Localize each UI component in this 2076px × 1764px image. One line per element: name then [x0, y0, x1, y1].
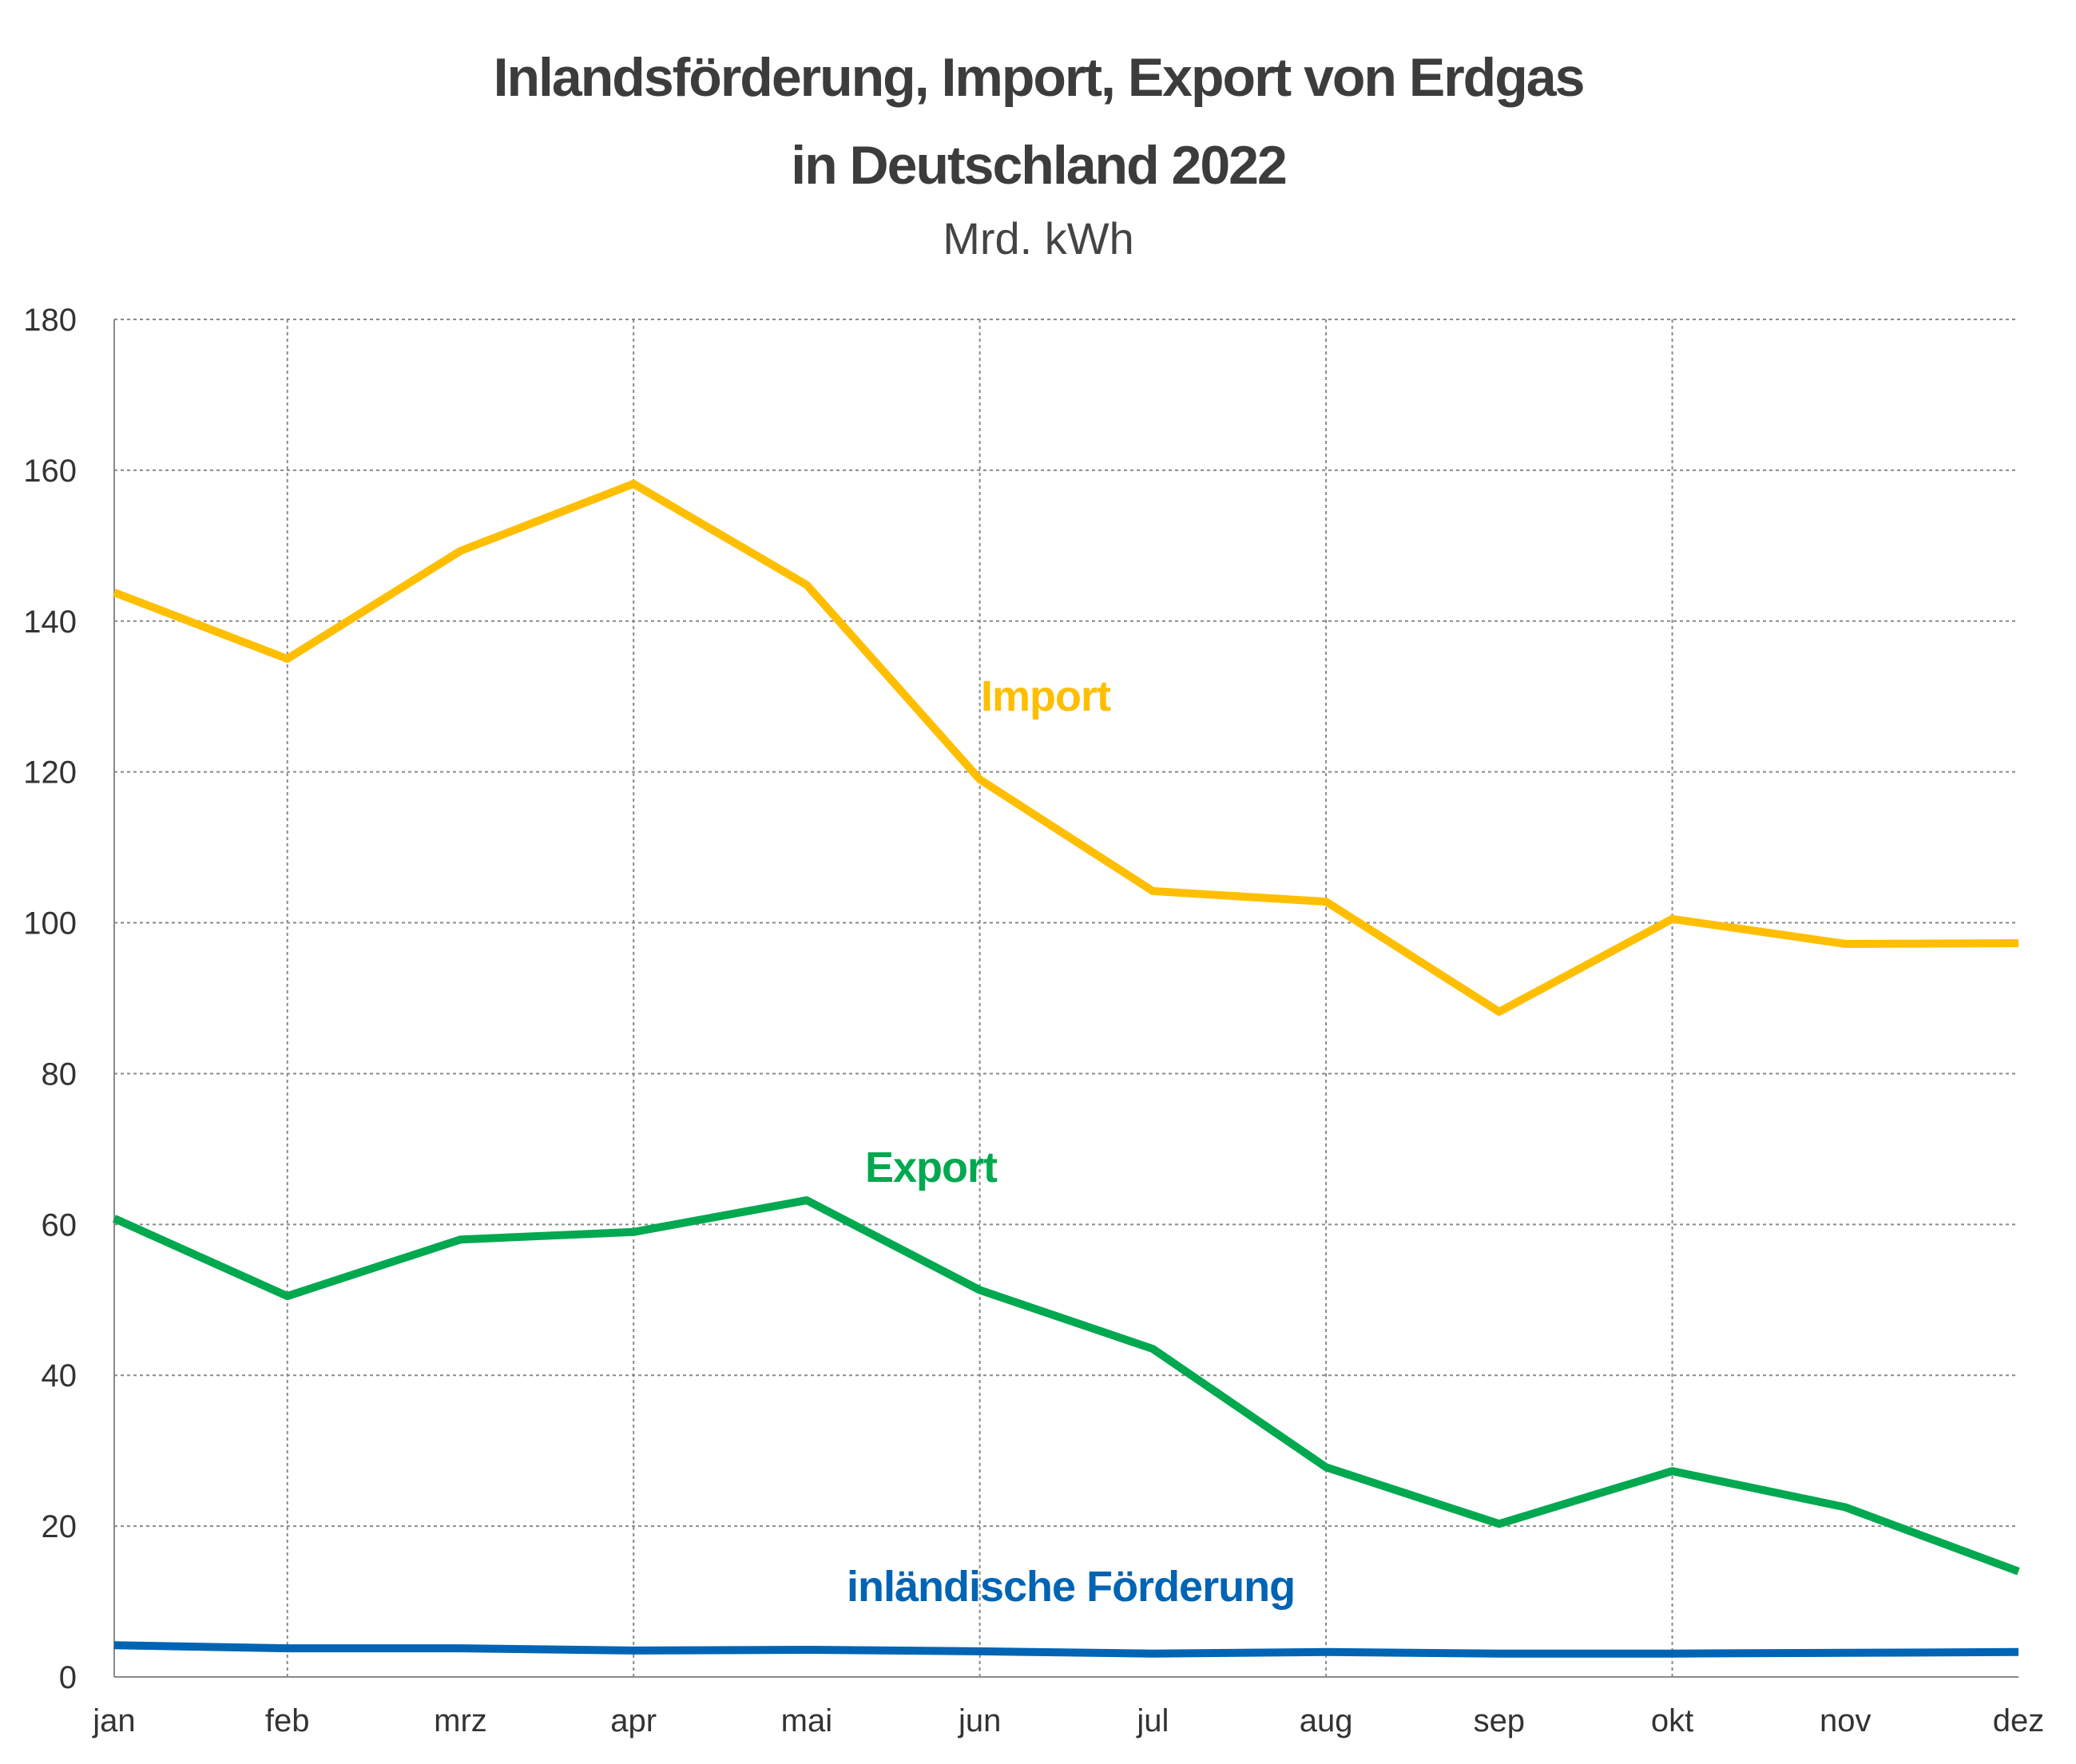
- x-tick-label: mai: [781, 1703, 832, 1738]
- x-tick-label: feb: [265, 1703, 310, 1738]
- x-tick-label: apr: [610, 1703, 657, 1738]
- y-tick-label: 80: [42, 1056, 77, 1092]
- series-label-domestic-production: inländische Förderung: [847, 1563, 1295, 1611]
- y-tick-label: 60: [42, 1207, 77, 1243]
- x-tick-label: mrz: [434, 1703, 487, 1738]
- y-tick-label: 40: [42, 1358, 77, 1393]
- x-tick-label: dez: [1993, 1703, 2045, 1738]
- y-tick-label: 100: [23, 906, 77, 941]
- x-tick-labels: jan feb mrz apr mai jun jul aug sep okt nov dez: [92, 1703, 2044, 1738]
- x-tick-label: sep: [1474, 1703, 1526, 1738]
- y-tick-label: 120: [23, 755, 77, 791]
- axes: [113, 319, 2018, 1678]
- chart-subtitle: Mrd. kWh: [943, 213, 1134, 264]
- series-lines: [112, 479, 2020, 1658]
- x-tick-label: okt: [1651, 1703, 1693, 1738]
- y-tick-label: 140: [23, 605, 77, 640]
- x-tick-label: jan: [92, 1703, 135, 1738]
- x-tick-label: jul: [1136, 1703, 1169, 1738]
- chart-title-line-1: Inlandsförderung, Import, Export von Erd…: [494, 47, 1584, 108]
- series-line-1: [112, 1196, 2020, 1576]
- x-tick-label: jun: [958, 1703, 1001, 1738]
- y-tick-label: 160: [23, 454, 77, 489]
- y-tick-label: 180: [23, 303, 77, 338]
- gridlines: [114, 319, 2018, 1677]
- series-line-2: [113, 1641, 2019, 1658]
- y-tick-label: 20: [42, 1509, 77, 1544]
- y-tick-labels: 0 20 40 60 80 100 120 140 160 180: [23, 303, 77, 1695]
- y-tick-label: 0: [59, 1660, 77, 1695]
- series-label-import: Import: [981, 672, 1111, 720]
- chart-title-line-2: in Deutschland 2022: [791, 135, 1286, 196]
- series-line-0: [113, 479, 2019, 1016]
- series-label-export: Export: [865, 1144, 998, 1191]
- x-tick-label: nov: [1820, 1703, 1872, 1738]
- x-tick-label: aug: [1300, 1703, 1353, 1738]
